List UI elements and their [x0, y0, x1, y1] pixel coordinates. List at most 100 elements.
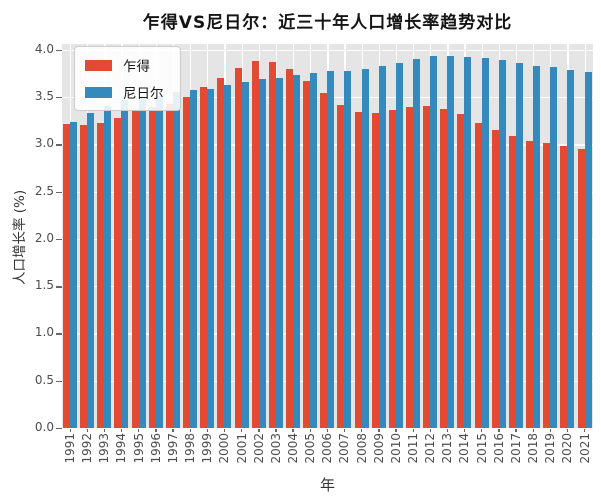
- x-tick: [241, 428, 243, 432]
- legend-label-chad: 乍得: [123, 59, 150, 75]
- x-tick: [532, 428, 534, 432]
- x-tick: [463, 428, 466, 432]
- bar-chad-2013: [440, 109, 448, 428]
- x-tick-label-2019: 2019: [543, 433, 558, 464]
- bar-chad-2009: [371, 113, 379, 428]
- bar-chad-1997: [165, 103, 173, 428]
- bar-chad-2012: [423, 106, 431, 428]
- x-tick: [69, 428, 71, 432]
- chad-color-swatch: [85, 59, 112, 71]
- x-tick-label-2021: 2021: [577, 433, 592, 464]
- bar-chad-1993: [97, 122, 105, 428]
- bar-chad-1996: [148, 107, 156, 428]
- bar-niger-2014: [464, 57, 472, 428]
- bar-chad-2010: [388, 110, 396, 428]
- x-tick-label-2003: 2003: [268, 433, 283, 464]
- x-tick: [566, 428, 569, 432]
- y-tick: [56, 333, 62, 335]
- bar-chad-2014: [457, 114, 465, 428]
- bar-chad-2001: [234, 67, 242, 428]
- x-tick-label-1992: 1992: [80, 433, 95, 464]
- x-tick-label-2014: 2014: [457, 433, 472, 464]
- h-gridline: [62, 428, 593, 430]
- x-tick-label-2013: 2013: [440, 433, 455, 464]
- bar-chad-2008: [354, 112, 362, 428]
- x-tick: [446, 428, 449, 432]
- x-tick-label-1995: 1995: [131, 433, 146, 464]
- legend-item-niger: 尼日尔: [85, 82, 164, 102]
- x-tick-label-2002: 2002: [251, 433, 266, 464]
- x-tick: [429, 428, 432, 432]
- x-tick: [155, 428, 157, 432]
- y-tick: [56, 238, 62, 241]
- y-tick-label: 4.0: [34, 41, 54, 56]
- x-tick-label-2009: 2009: [371, 433, 386, 464]
- x-tick: [326, 428, 329, 432]
- bar-niger-2006: [327, 71, 335, 428]
- x-tick: [343, 428, 346, 432]
- x-tick-label-2008: 2008: [354, 433, 369, 464]
- bar-chad-2011: [406, 107, 413, 428]
- bar-niger-1997: [172, 92, 180, 428]
- bar-chad-2002: [251, 61, 259, 428]
- x-tick: [481, 428, 483, 432]
- bar-niger-2005: [310, 73, 318, 428]
- bar-niger-1993: [104, 106, 112, 428]
- y-tick-label: 2.0: [34, 230, 54, 245]
- x-tick-label-2004: 2004: [285, 433, 300, 464]
- bar-niger-2011: [413, 59, 420, 428]
- y-tick: [56, 191, 62, 193]
- y-tick: [56, 380, 62, 383]
- x-tick: [395, 428, 397, 432]
- x-tick-label-1999: 1999: [200, 433, 215, 464]
- y-tick-label: 1.5: [34, 278, 54, 293]
- bar-niger-2009: [378, 65, 386, 428]
- plot-area: 乍得 尼日尔: [62, 44, 593, 430]
- bar-chad-1991: [63, 124, 70, 428]
- bar-chad-2020: [560, 146, 568, 428]
- bar-chad-2015: [474, 122, 482, 428]
- bar-niger-2007: [344, 70, 352, 428]
- x-tick-label-2007: 2007: [337, 433, 352, 464]
- x-tick: [584, 428, 586, 432]
- y-tick: [56, 96, 62, 99]
- bar-niger-1992: [87, 113, 95, 428]
- x-tick-label-1998: 1998: [183, 433, 198, 464]
- bar-chad-1994: [114, 117, 122, 428]
- x-tick-label-2005: 2005: [303, 433, 318, 464]
- bar-niger-2021: [584, 72, 592, 428]
- bar-chad-2005: [303, 80, 311, 428]
- x-tick: [189, 428, 191, 432]
- bar-niger-1996: [155, 96, 163, 428]
- x-tick: [275, 428, 277, 432]
- x-tick-label-1996: 1996: [148, 433, 163, 464]
- bar-chad-2016: [491, 130, 499, 428]
- bar-niger-2017: [515, 62, 523, 428]
- bar-chad-1998: [183, 97, 191, 428]
- bar-chad-2018: [526, 140, 534, 428]
- x-tick-label-2010: 2010: [388, 433, 403, 464]
- bar-niger-2015: [481, 58, 489, 428]
- bar-niger-2010: [395, 62, 403, 428]
- niger-color-swatch: [85, 86, 112, 98]
- y-tick: [56, 428, 62, 430]
- x-tick-label-1991: 1991: [63, 433, 77, 464]
- bar-niger-1991: [70, 121, 77, 428]
- x-tick-label-1994: 1994: [114, 433, 129, 464]
- bar-niger-2016: [498, 60, 506, 428]
- x-tick-label-2015: 2015: [474, 433, 489, 464]
- x-tick-label-2001: 2001: [234, 433, 249, 464]
- x-tick: [412, 428, 414, 432]
- bar-niger-2013: [447, 56, 455, 428]
- x-tick: [223, 428, 226, 432]
- legend-label-niger: 尼日尔: [123, 86, 164, 102]
- y-tick: [56, 49, 62, 52]
- x-tick: [549, 428, 552, 432]
- bar-niger-2012: [430, 56, 438, 428]
- x-tick: [103, 428, 106, 432]
- bar-niger-1999: [207, 88, 215, 428]
- x-tick: [172, 428, 174, 432]
- x-tick: [120, 428, 123, 432]
- chart-title: 乍得VS尼日尔：近三十年人口增长率趋势对比: [142, 13, 513, 33]
